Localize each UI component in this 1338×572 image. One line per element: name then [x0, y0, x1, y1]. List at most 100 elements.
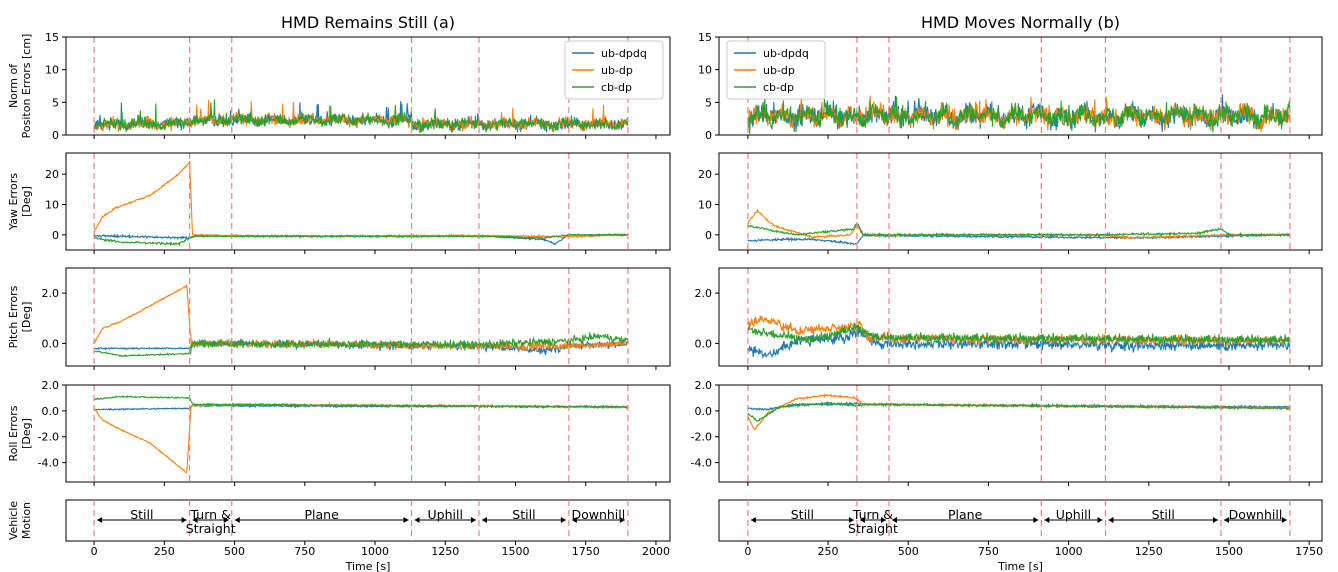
motion-arrowhead-right: [880, 517, 886, 523]
y-tick-label: 20: [45, 168, 59, 181]
series-line-cb-dp: [747, 322, 1291, 347]
axes-frame: [65, 152, 671, 251]
y-tick-label: 2.0: [695, 287, 713, 300]
y-axis-label: Norm of: [7, 63, 20, 108]
y-axis-label: [Deg]: [20, 302, 33, 333]
motion-arrowhead-left: [1223, 517, 1229, 523]
motion-arrowhead-right: [470, 517, 476, 523]
series-line-cb-dp: [747, 400, 1291, 423]
y-tick-label: 2.0: [695, 379, 713, 392]
motion-arrowhead-right: [560, 517, 566, 523]
y-tick-label: 2.0: [42, 287, 60, 300]
motion-arrowhead-left: [891, 517, 897, 523]
x-tick-label: 1750: [1295, 545, 1323, 558]
series-line-ub-dp: [93, 99, 629, 134]
legend-box: [564, 40, 664, 100]
y-tick-label: 0: [52, 129, 59, 142]
x-tick-label: 1500: [501, 545, 529, 558]
motion-row-label: Vehicle: [7, 501, 20, 541]
motion-arrowhead-right: [1033, 517, 1039, 523]
y-tick-label: 20: [698, 168, 712, 181]
legend-entry-ub-dpdq: ub-dpdq: [601, 47, 647, 60]
x-tick-label: 1750: [572, 545, 600, 558]
subplot-title: HMD Moves Normally (b): [921, 13, 1120, 32]
motion-segment-label: Uphill: [1056, 507, 1091, 522]
motion-segment-label: Straight: [186, 521, 236, 536]
y-axis-label: Pitch Errors: [7, 285, 20, 348]
y-tick-label: 15: [45, 31, 59, 44]
x-axis-label: Time [s]: [997, 560, 1043, 572]
series-line-cb-dp: [747, 94, 1291, 135]
motion-arrowhead-left: [414, 517, 420, 523]
x-tick-label: 0: [744, 545, 751, 558]
y-tick-label: 10: [698, 64, 712, 77]
y-tick-label: 0: [52, 229, 59, 242]
motion-segment-label: Plane: [304, 507, 339, 522]
motion-frame: [718, 499, 1323, 542]
motion-arrowhead-left: [859, 517, 865, 523]
y-tick-label: -2.0: [691, 431, 712, 444]
y-tick-label: -4.0: [38, 457, 59, 470]
axes-frame: [65, 384, 671, 483]
motion-arrowhead-right: [1097, 517, 1103, 523]
motion-arrowhead-left: [571, 517, 577, 523]
y-axis-label: [Deg]: [20, 418, 33, 449]
legend-entry-ub-dp: ub-dp: [601, 64, 633, 77]
x-tick-label: 1250: [1135, 545, 1163, 558]
motion-arrowhead-left: [97, 517, 103, 523]
motion-arrowhead-right: [1281, 517, 1287, 523]
x-tick-label: 0: [91, 545, 98, 558]
legend-entry-cb-dp: cb-dp: [763, 81, 794, 94]
motion-arrowhead-right: [181, 517, 187, 523]
motion-segment-label: Still: [130, 507, 153, 522]
motion-arrowhead-right: [223, 517, 229, 523]
motion-segment-label: Turn &: [852, 507, 893, 522]
y-tick-label: 0: [705, 129, 712, 142]
x-tick-label: 250: [818, 545, 839, 558]
x-tick-label: 1500: [1215, 545, 1243, 558]
motion-arrowhead-right: [848, 517, 854, 523]
motion-arrowhead-left: [234, 517, 240, 523]
motion-arrowhead-left: [750, 517, 756, 523]
axes-frame: [718, 384, 1323, 483]
motion-segment-label: Uphill: [428, 507, 463, 522]
y-tick-label: 0.0: [695, 337, 713, 350]
x-tick-label: 250: [154, 545, 175, 558]
motion-arrowhead-right: [619, 517, 625, 523]
legend-entry-cb-dp: cb-dp: [601, 81, 632, 94]
x-tick-label: 500: [898, 545, 919, 558]
legend-entry-ub-dpdq: ub-dpdq: [763, 47, 809, 60]
motion-arrowhead-left: [1108, 517, 1114, 523]
series-line-cb-dp: [93, 332, 629, 358]
y-tick-label: 10: [698, 199, 712, 212]
motion-segment-label: Straight: [848, 521, 898, 536]
y-axis-label: [Deg]: [20, 186, 33, 217]
series-line-cb-dp: [747, 222, 1291, 238]
axes-frame: [65, 36, 671, 136]
series-line-cb-dp: [93, 99, 629, 133]
series-line-ub-dpdq: [747, 232, 1290, 246]
motion-arrowhead-right: [1212, 517, 1218, 523]
y-tick-label: 5: [705, 96, 712, 109]
motion-arrowhead-left: [1044, 517, 1050, 523]
series-line-ub-dpdq: [93, 233, 629, 245]
y-axis-label: Yaw Errors: [7, 173, 20, 231]
motion-arrowhead-right: [403, 517, 409, 523]
axes-frame: [718, 152, 1323, 251]
motion-row-label: Motion: [20, 502, 33, 539]
y-axis-label: Roll Errors: [7, 405, 20, 461]
motion-segment-label: Downhill: [1229, 507, 1283, 522]
legend-entry-ub-dp: ub-dp: [763, 64, 795, 77]
x-axis-label: Time [s]: [345, 560, 391, 572]
series-line-ub-dp: [93, 401, 629, 474]
x-tick-label: 1000: [361, 545, 389, 558]
series-line-cb-dp: [93, 233, 629, 247]
x-tick-label: 1250: [431, 545, 459, 558]
motion-segment-label: Still: [791, 507, 814, 522]
y-tick-label: 0.0: [42, 405, 60, 418]
x-tick-label: 500: [224, 545, 245, 558]
motion-arrowhead-left: [192, 517, 198, 523]
motion-segment-label: Still: [1152, 507, 1175, 522]
x-tick-label: 2000: [642, 545, 670, 558]
axes-frame: [65, 267, 671, 367]
